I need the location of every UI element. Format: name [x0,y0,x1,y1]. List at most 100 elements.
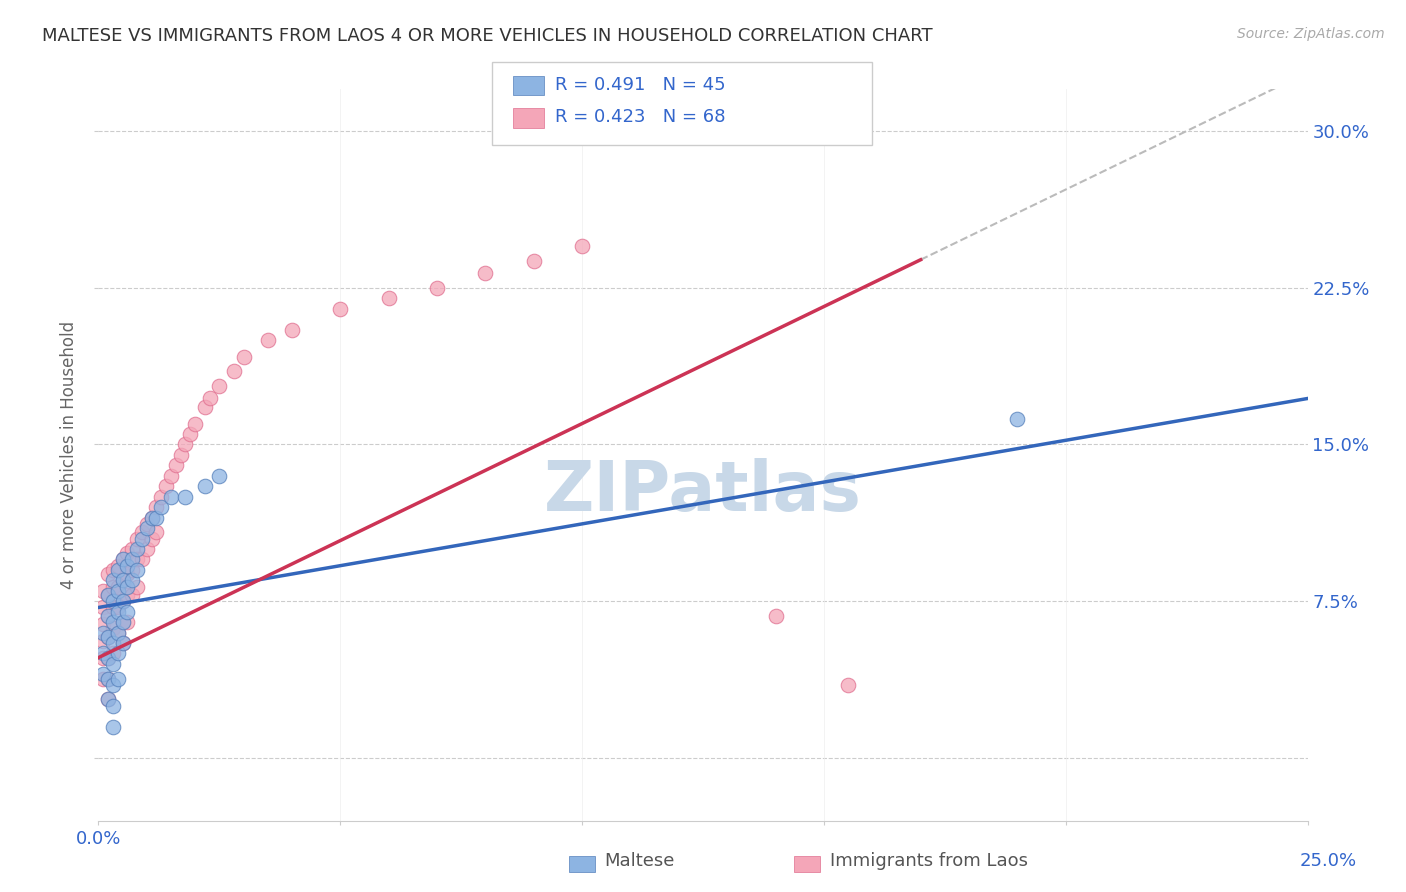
Point [127,541,149,556]
Point [160,490,183,504]
Point [107,647,129,661]
Point [329,301,352,316]
Point [97,608,120,623]
Point [571,239,593,253]
Point [208,468,231,483]
Point [107,625,129,640]
Point [111,636,134,650]
Point [155,479,177,493]
Y-axis label: 4 or more Vehicles in Household: 4 or more Vehicles in Household [60,321,79,589]
Point [765,608,787,623]
Point [111,594,134,608]
Point [117,546,139,560]
Point [101,678,124,692]
Point [135,516,157,531]
Point [91,650,114,665]
Point [121,574,143,588]
Point [97,650,120,665]
Point [91,625,114,640]
Point [141,510,163,524]
Point [91,634,114,648]
Point [377,291,399,305]
Point [91,617,114,632]
Point [127,552,149,566]
Text: R = 0.491   N = 45: R = 0.491 N = 45 [555,76,725,94]
Point [91,647,114,661]
Point [222,364,245,378]
Point [141,532,163,546]
Point [97,692,120,706]
Point [91,583,114,598]
Point [174,490,197,504]
Point [837,678,859,692]
Point [208,379,231,393]
Point [97,692,120,706]
Point [523,253,546,268]
Point [111,594,134,608]
Point [97,630,120,644]
Point [127,580,149,594]
Point [107,600,129,615]
Point [121,541,143,556]
Point [131,552,153,566]
Point [117,580,139,594]
Point [107,625,129,640]
Point [97,588,120,602]
Text: MALTESE VS IMMIGRANTS FROM LAOS 4 OR MORE VEHICLES IN HOUSEHOLD CORRELATION CHAR: MALTESE VS IMMIGRANTS FROM LAOS 4 OR MOR… [42,27,932,45]
Point [97,608,120,623]
Point [91,672,114,686]
Point [426,281,449,295]
Point [145,510,167,524]
Point [474,266,496,280]
Point [97,650,120,665]
Point [131,525,153,540]
Text: ZIPatlas: ZIPatlas [544,458,862,525]
Text: Immigrants from Laos: Immigrants from Laos [830,852,1028,870]
Point [101,600,124,615]
Point [150,500,173,515]
Point [179,427,201,442]
Point [194,479,217,493]
Text: Maltese: Maltese [605,852,675,870]
Point [97,567,120,582]
Point [97,672,120,686]
Point [107,583,129,598]
Point [111,615,134,629]
Point [111,552,134,566]
Point [141,510,163,524]
Point [194,400,217,414]
Point [101,594,124,608]
Point [101,574,124,588]
Point [101,720,124,734]
Point [111,574,134,588]
Text: Source: ZipAtlas.com: Source: ZipAtlas.com [1237,27,1385,41]
Point [184,417,207,431]
Point [174,437,197,451]
Point [107,563,129,577]
Point [101,636,124,650]
Point [117,588,139,602]
Point [127,563,149,577]
Point [256,333,278,347]
Point [97,672,120,686]
Point [101,657,124,671]
Point [111,636,134,650]
Point [97,588,120,602]
Point [127,532,149,546]
Point [135,541,157,556]
Point [169,448,191,462]
Point [198,392,221,406]
Point [121,552,143,566]
Point [111,552,134,566]
Point [101,621,124,635]
Point [107,558,129,573]
Point [101,615,124,629]
Point [131,532,153,546]
Text: 25.0%: 25.0% [1299,852,1357,870]
Point [145,500,167,515]
Point [91,667,114,681]
Point [150,490,173,504]
Point [281,322,304,336]
Point [107,672,129,686]
Point [111,574,134,588]
